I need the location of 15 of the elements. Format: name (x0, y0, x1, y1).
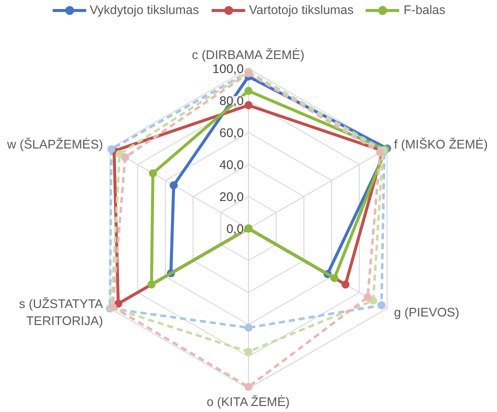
y-tick-label: 80,0 (219, 94, 244, 108)
legend-label: F-balas (404, 3, 446, 17)
legend-label: Vykdytojo tikslumas (90, 3, 199, 17)
spoke-label: c (DIRBAMA ŽEMĖ) (192, 48, 304, 62)
spoke-label: s (UŽSTATYTA TERITORIJA) (18, 297, 104, 328)
y-tick-label: 0,0 (226, 222, 244, 236)
legend-label: Vartotojo tikslumas (248, 3, 354, 17)
spoke-label: g (PIEVOS) (394, 306, 460, 320)
y-tick-label: 40,0 (219, 158, 244, 172)
spoke-label: w (ŠLAPŽEMĖS) (6, 138, 104, 152)
spoke-label: f (MIŠKO ŽEMĖ) (394, 138, 488, 152)
y-tick-label: 100,0 (212, 62, 244, 76)
y-tick-label: 60,0 (219, 126, 244, 140)
spoke-label: o (KITA ŽEMĖ) (206, 394, 290, 409)
y-tick-label: 20,0 (219, 190, 244, 204)
